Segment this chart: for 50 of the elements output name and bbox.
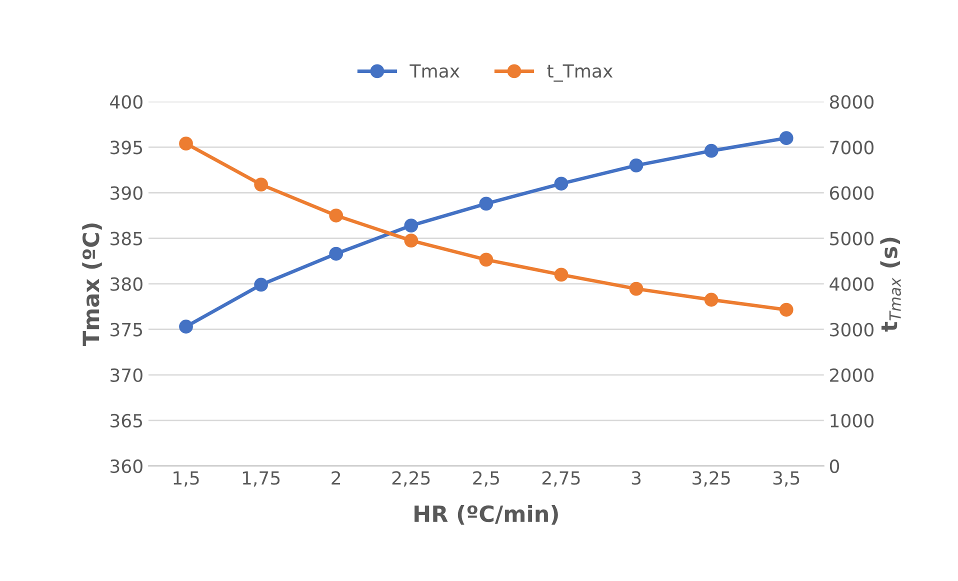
x-tick-label: 3 [632, 471, 641, 485]
point [254, 178, 268, 192]
legend-label: Tmax [410, 64, 460, 78]
point [554, 268, 568, 282]
x-tick-label: 2 [332, 471, 340, 485]
point [404, 234, 418, 248]
point [179, 320, 193, 334]
point [254, 278, 268, 292]
point [704, 292, 718, 307]
point [629, 282, 644, 296]
y-tick-label: 390 [110, 186, 142, 200]
y-tick-label: 365 [110, 414, 142, 428]
point [629, 158, 644, 172]
y2-tick-label: 3000 [830, 322, 874, 336]
point [329, 208, 344, 222]
y2-tick-label: 8000 [830, 95, 874, 109]
x-axis-title: HR (ºC/min) [414, 504, 558, 525]
point [479, 196, 494, 211]
x-tick-label: 2,5 [473, 471, 499, 487]
y2-tick-label: 5000 [830, 232, 874, 246]
y2-axis-title: t$_{Tmax}$ (s) [880, 238, 901, 332]
y-tick-label: 400 [110, 95, 142, 109]
x-tick-label: 1,75 [242, 471, 280, 487]
x-tick-label: 2,25 [392, 471, 430, 487]
point [779, 131, 794, 146]
y-tick-label: 375 [110, 322, 142, 336]
y2-tick-label: 1000 [830, 414, 874, 428]
point [554, 176, 568, 191]
point [404, 218, 418, 232]
y2-tick-label: 2000 [830, 368, 874, 382]
x-tick-label: 2,75 [542, 471, 580, 487]
x-tick-label: 3,25 [692, 471, 730, 487]
point [479, 252, 494, 267]
x-tick-label: 1,5 [174, 471, 199, 487]
y-tick-label: 395 [110, 140, 142, 154]
y-tick-label: 380 [110, 277, 142, 291]
point [779, 302, 794, 317]
x-tick-label: 3,5 [773, 471, 800, 487]
y-axis-title: Tmax (ºC) [82, 223, 102, 346]
point [329, 246, 344, 261]
y2-tick-label: 4000 [830, 277, 874, 291]
point [704, 144, 718, 158]
y2-tick-label: 6000 [830, 186, 874, 200]
y-tick-label: 370 [110, 368, 142, 382]
legend-label: t_Tmax [547, 64, 613, 82]
y2-tick-label: 7000 [830, 140, 874, 154]
y2-tick-label: 0 [830, 459, 840, 474]
point [179, 136, 193, 151]
y-tick-label: 360 [110, 459, 142, 474]
y-tick-label: 385 [110, 232, 142, 246]
